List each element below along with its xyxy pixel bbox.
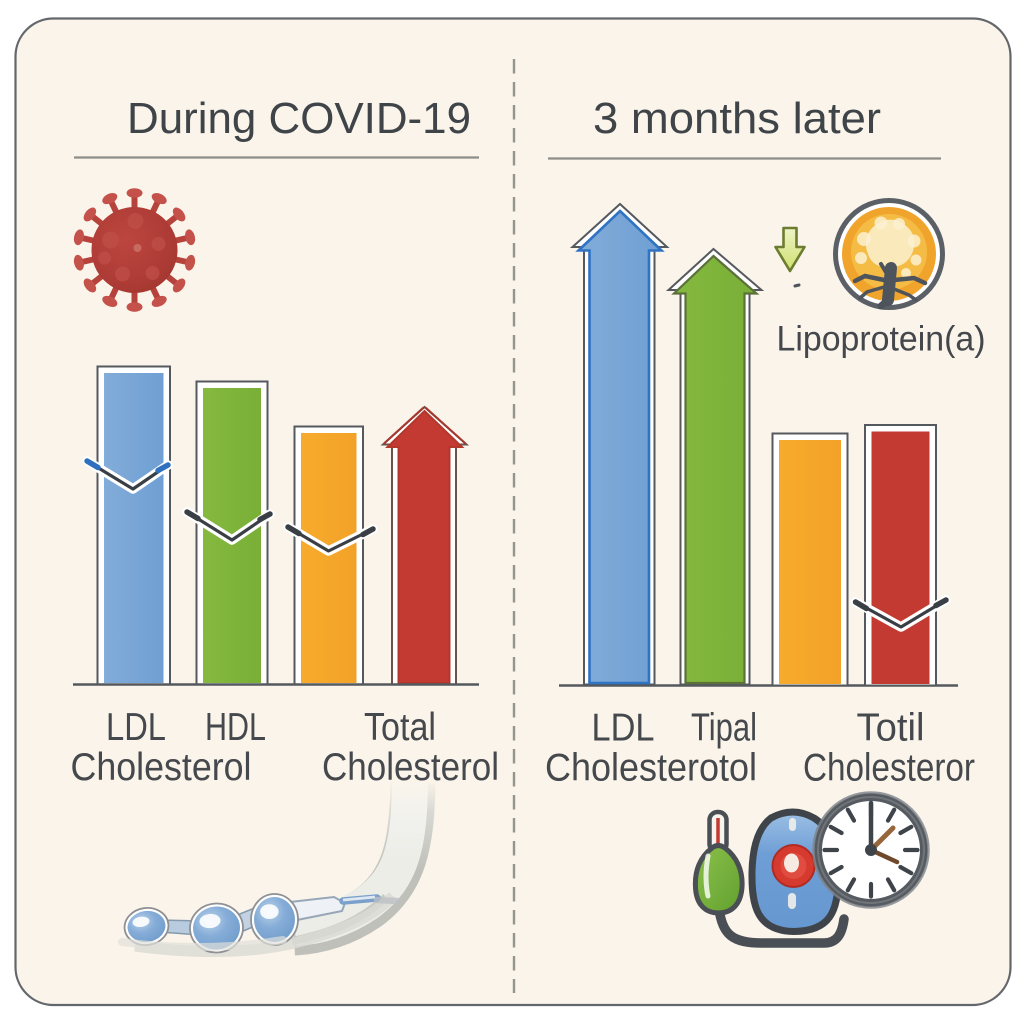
svg-text:Cholesteror: Cholesteror (803, 747, 975, 790)
svg-text:Cholesterotol: Cholesterotol (545, 747, 757, 790)
svg-text:HDL: HDL (205, 706, 266, 749)
svg-text:Lipoprotein(a): Lipoprotein(a) (777, 320, 986, 359)
svg-text:Cholesterol: Cholesterol (71, 746, 252, 789)
svg-text:LDL: LDL (106, 706, 166, 749)
svg-text:Tipal: Tipal (691, 707, 757, 750)
svg-text:LDL: LDL (592, 707, 655, 750)
svg-text:Total: Total (364, 706, 436, 749)
svg-text:During COVID-19: During COVID-19 (127, 94, 471, 143)
svg-text:Cholesterol: Cholesterol (322, 746, 499, 789)
svg-text:Totil: Totil (857, 707, 925, 750)
svg-text:3 months later: 3 months later (593, 94, 881, 143)
